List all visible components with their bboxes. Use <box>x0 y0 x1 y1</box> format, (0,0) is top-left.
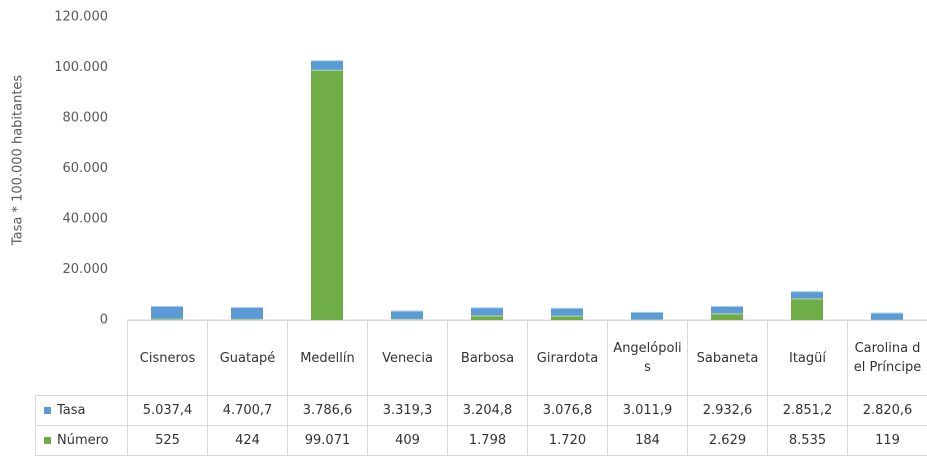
value-label: 2.820,6 <box>847 395 927 426</box>
y-axis-title: Tasa * 100.000 habitantes <box>11 75 26 247</box>
value-label: 119 <box>847 425 927 456</box>
bar-segment <box>471 307 503 316</box>
y-tick-label: 120.000 <box>54 10 108 25</box>
value-label: 424 <box>207 425 288 456</box>
bar-segment <box>791 298 823 320</box>
value-label: 3.011,9 <box>607 395 688 426</box>
value-label: 3.319,3 <box>367 395 448 426</box>
bar-segment <box>631 311 663 320</box>
value-label: 525 <box>127 425 208 456</box>
bar-segment <box>151 305 183 319</box>
value-label: 99.071 <box>287 425 368 456</box>
value-label: 4.700,7 <box>207 395 288 426</box>
category-label: Girardota <box>527 320 608 396</box>
bar-segment <box>231 307 263 319</box>
category-label: Itagüí <box>767 320 848 396</box>
bar-segment <box>391 310 423 319</box>
bar-segment <box>551 307 583 316</box>
value-label: 3.786,6 <box>287 395 368 426</box>
bar-segment <box>311 69 343 320</box>
value-label: 2.629 <box>687 425 768 456</box>
bar-segment <box>711 305 743 314</box>
category-label: Angelópolis <box>607 320 688 396</box>
value-label: 8.535 <box>767 425 848 456</box>
value-label: 2.932,6 <box>687 395 768 426</box>
legend-label: Número <box>57 433 109 448</box>
value-label: 3.076,8 <box>527 395 608 426</box>
legend-label: Tasa <box>57 403 86 418</box>
bar-segment <box>471 315 503 320</box>
legend-entry: Tasa <box>35 395 128 426</box>
value-label: 184 <box>607 425 688 456</box>
category-label: Sabaneta <box>687 320 768 396</box>
legend-swatch <box>44 407 51 414</box>
category-label: Venecia <box>367 320 448 396</box>
bar-segment <box>791 291 823 299</box>
legend-swatch <box>44 437 51 444</box>
y-tick-label: 60.000 <box>63 161 109 176</box>
y-tick-label: 0 <box>100 313 108 328</box>
value-label: 2.851,2 <box>767 395 848 426</box>
value-label: 5.037,4 <box>127 395 208 426</box>
category-label: Barbosa <box>447 320 528 396</box>
category-label: Guatapé <box>207 320 288 396</box>
category-label: Medellín <box>287 320 368 396</box>
bar-segment <box>711 313 743 320</box>
value-label: 1.798 <box>447 425 528 456</box>
y-tick-label: 40.000 <box>63 212 109 227</box>
bar-segment <box>871 312 903 320</box>
bar-segment <box>551 315 583 320</box>
value-label: 409 <box>367 425 448 456</box>
bar-segment <box>311 60 343 70</box>
y-tick-label: 100.000 <box>54 60 108 75</box>
value-label: 1.720 <box>527 425 608 456</box>
value-label: 3.204,8 <box>447 395 528 426</box>
legend-entry: Número <box>35 425 128 456</box>
y-tick-label: 80.000 <box>63 111 109 126</box>
y-tick-label: 20.000 <box>63 262 109 277</box>
category-label: Cisneros <box>127 320 208 396</box>
category-label: Carolina del Príncipe <box>847 320 927 396</box>
